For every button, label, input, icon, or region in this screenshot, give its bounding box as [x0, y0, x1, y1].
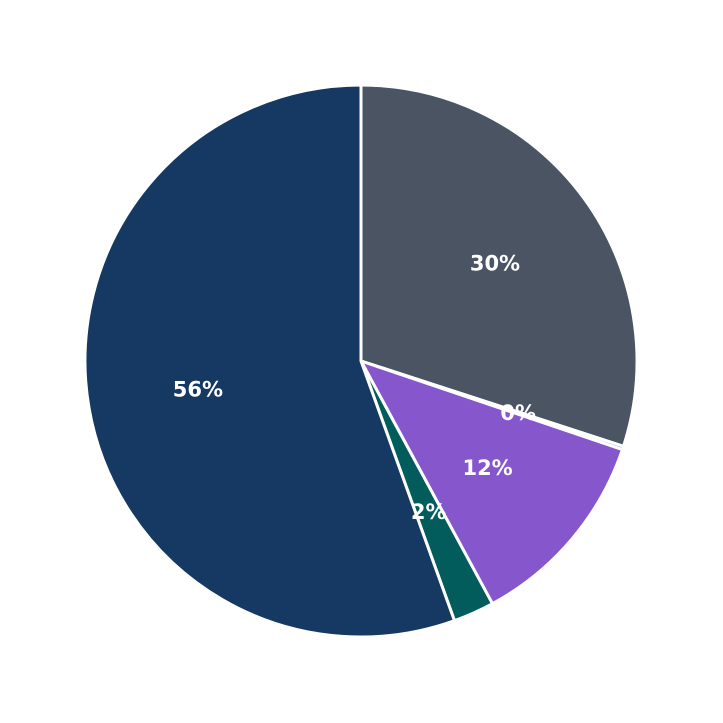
slice-percent-label: 0%: [500, 401, 536, 425]
slice-percent-label: 30%: [470, 252, 520, 276]
slice-percent-label: 12%: [462, 456, 512, 480]
slice-percent-label: 56%: [173, 377, 223, 401]
pie-labels: 30% 0% 12% 2% 56%: [173, 252, 536, 524]
pie-slice: [359, 359, 624, 606]
slice-percent-label: 2%: [411, 500, 447, 524]
pie-slice: [83, 83, 456, 639]
pie-slices: [83, 83, 639, 639]
pie-slice: [359, 83, 639, 448]
